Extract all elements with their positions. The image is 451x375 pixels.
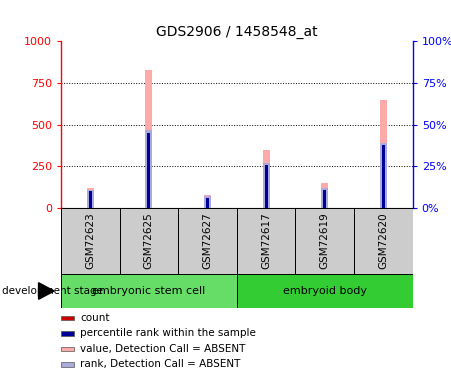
Bar xyxy=(237,208,295,274)
Bar xyxy=(323,207,326,208)
Bar xyxy=(204,195,211,208)
Bar xyxy=(61,331,74,336)
Bar xyxy=(354,208,413,274)
Text: percentile rank within the sample: percentile rank within the sample xyxy=(80,328,256,338)
Text: GSM72619: GSM72619 xyxy=(320,213,330,269)
Bar xyxy=(120,208,178,274)
Bar xyxy=(237,274,413,308)
Bar xyxy=(262,163,270,208)
Text: development stage: development stage xyxy=(2,286,103,296)
Text: value, Detection Call = ABSENT: value, Detection Call = ABSENT xyxy=(80,344,246,354)
Title: GDS2906 / 1458548_at: GDS2906 / 1458548_at xyxy=(156,25,318,39)
Bar xyxy=(321,188,328,208)
Text: rank, Detection Call = ABSENT: rank, Detection Call = ABSENT xyxy=(80,359,241,369)
Text: GSM72623: GSM72623 xyxy=(85,213,95,269)
Bar xyxy=(382,207,385,208)
Bar xyxy=(204,196,211,208)
Bar xyxy=(265,207,267,208)
Bar xyxy=(323,190,326,208)
Bar xyxy=(61,362,74,366)
Bar xyxy=(380,100,387,208)
Bar xyxy=(206,198,209,208)
Bar xyxy=(147,133,150,208)
Bar xyxy=(206,207,209,208)
Bar xyxy=(61,274,237,308)
Bar xyxy=(178,208,237,274)
Bar xyxy=(382,145,385,208)
Bar xyxy=(145,130,152,208)
Bar xyxy=(87,190,94,208)
Bar xyxy=(295,208,354,274)
Bar xyxy=(87,188,94,208)
Bar xyxy=(145,70,152,208)
Bar xyxy=(61,316,74,320)
Bar xyxy=(262,150,270,208)
Bar xyxy=(61,208,120,274)
Text: embryonic stem cell: embryonic stem cell xyxy=(92,286,206,296)
Bar xyxy=(321,183,328,208)
Bar xyxy=(265,165,267,208)
Text: GSM72625: GSM72625 xyxy=(144,213,154,269)
Bar xyxy=(147,207,150,208)
Bar xyxy=(61,346,74,351)
Bar xyxy=(380,143,387,208)
Text: GSM72617: GSM72617 xyxy=(261,213,271,269)
Text: GSM72620: GSM72620 xyxy=(378,213,388,269)
Text: GSM72627: GSM72627 xyxy=(202,213,212,269)
Bar xyxy=(89,207,92,208)
Polygon shape xyxy=(39,283,54,299)
Bar xyxy=(89,191,92,208)
Text: embryoid body: embryoid body xyxy=(283,286,367,296)
Text: count: count xyxy=(80,313,110,323)
